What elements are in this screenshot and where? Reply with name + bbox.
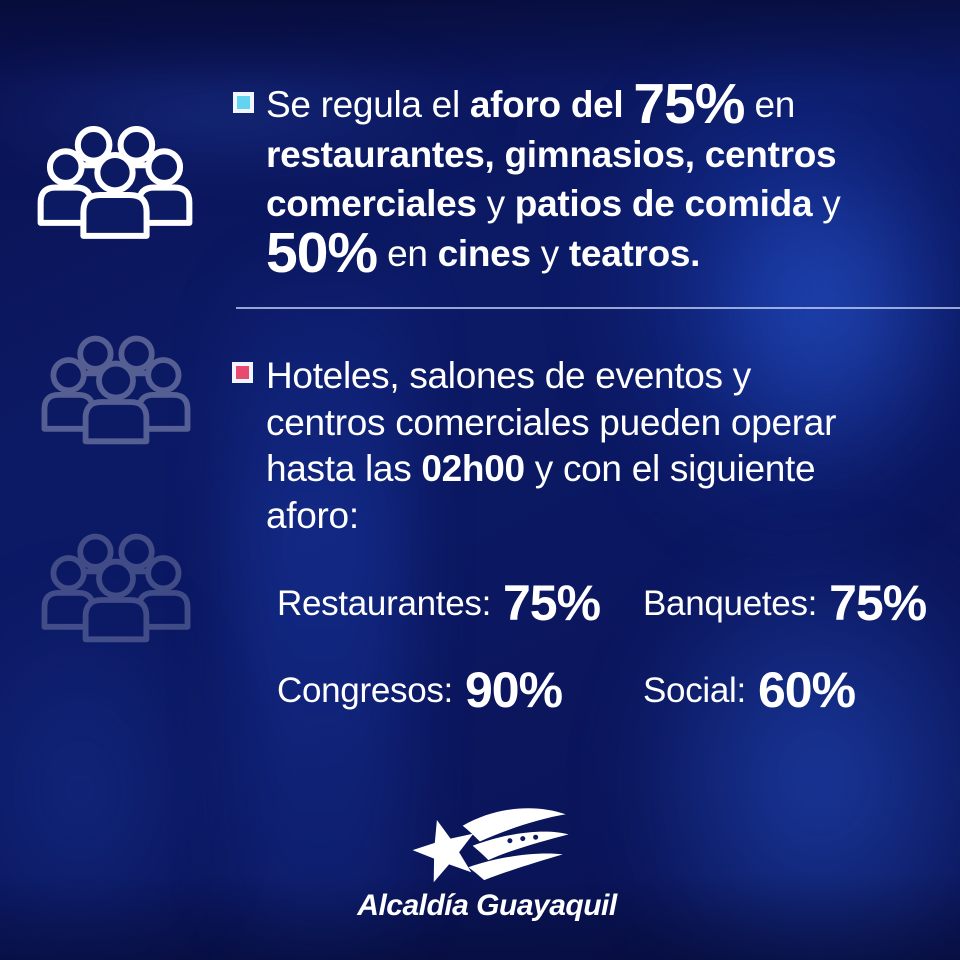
text-segment: centros comerciales pueden operar: [266, 401, 837, 443]
regulation-paragraph-1: Se regula el aforo del 75% en restaurant…: [266, 76, 841, 282]
text-segment: en: [744, 84, 796, 125]
stat-congresos: Congresos: 90%: [277, 662, 563, 724]
logo-wordmark: Alcaldía Guayaquil: [357, 889, 617, 922]
text-line: hasta las 02h00 y con el siguiente: [266, 446, 836, 493]
text-segment: hasta las: [266, 448, 422, 489]
crowd-icon-faded: [40, 524, 192, 646]
alcaldia-guayaquil-logo: Alcaldía Guayaquil: [337, 800, 637, 923]
stat-label: Restaurantes:: [277, 584, 491, 623]
crowd-icon-faded: [40, 326, 192, 448]
text-segment: restaurantes, gimnasios, centros: [266, 133, 837, 175]
text-segment: y: [530, 232, 569, 274]
star-with-waves-icon: [412, 808, 569, 883]
text-segment: comerciales: [266, 183, 477, 224]
stat-value: 75%: [829, 575, 927, 631]
stat-restaurantes: Restaurantes: 75%: [277, 575, 601, 637]
text-segment: y: [476, 183, 515, 224]
text-line: Se regula el aforo del 75% en: [266, 76, 840, 133]
text-segment: patios de comida: [514, 183, 813, 224]
stat-label: Banquetes:: [643, 584, 818, 623]
stat-50-percent: 50%: [266, 220, 378, 285]
stat-value: 75%: [503, 575, 601, 631]
text-line: 50% en cines y teatros.: [266, 224, 840, 281]
stat-value: 90%: [464, 662, 563, 718]
text-line: restaurantes, gimnasios, centros: [266, 130, 840, 180]
stat-label: Congresos:: [277, 671, 453, 710]
regulation-paragraph-2: Hoteles, salones de eventos y centros co…: [266, 353, 836, 539]
stat-label: Social:: [643, 671, 746, 710]
text-segment: y con el siguiente: [524, 448, 816, 489]
text-line: centros comerciales pueden operar: [266, 400, 836, 447]
text-segment: Se regula el: [266, 84, 470, 125]
text-line: comerciales y patios de comida y: [266, 179, 841, 229]
stat-banquetes: Banquetes: 75%: [643, 575, 927, 637]
text-line: Hoteles, salones de eventos y: [266, 353, 836, 400]
stat-social: Social: 60%: [643, 662, 856, 724]
text-segment: Hoteles, salones de eventos y: [266, 355, 751, 396]
closing-time-value: 02h00: [421, 448, 525, 489]
text-segment: en: [377, 232, 438, 274]
text-segment: cines: [437, 232, 531, 274]
stat-value: 60%: [757, 662, 856, 718]
text-line: aforo:: [266, 493, 836, 540]
stat-75-percent: 75%: [633, 72, 745, 136]
text-segment: teatros.: [568, 232, 701, 274]
cyan-square-bullet-icon: [233, 92, 254, 113]
section-divider: [236, 307, 960, 309]
text-segment: aforo:: [266, 494, 359, 536]
text-segment: aforo del: [469, 84, 634, 125]
text-segment: y: [812, 183, 841, 224]
pink-square-bullet-icon: [232, 362, 253, 383]
crowd-icon: [36, 116, 194, 242]
